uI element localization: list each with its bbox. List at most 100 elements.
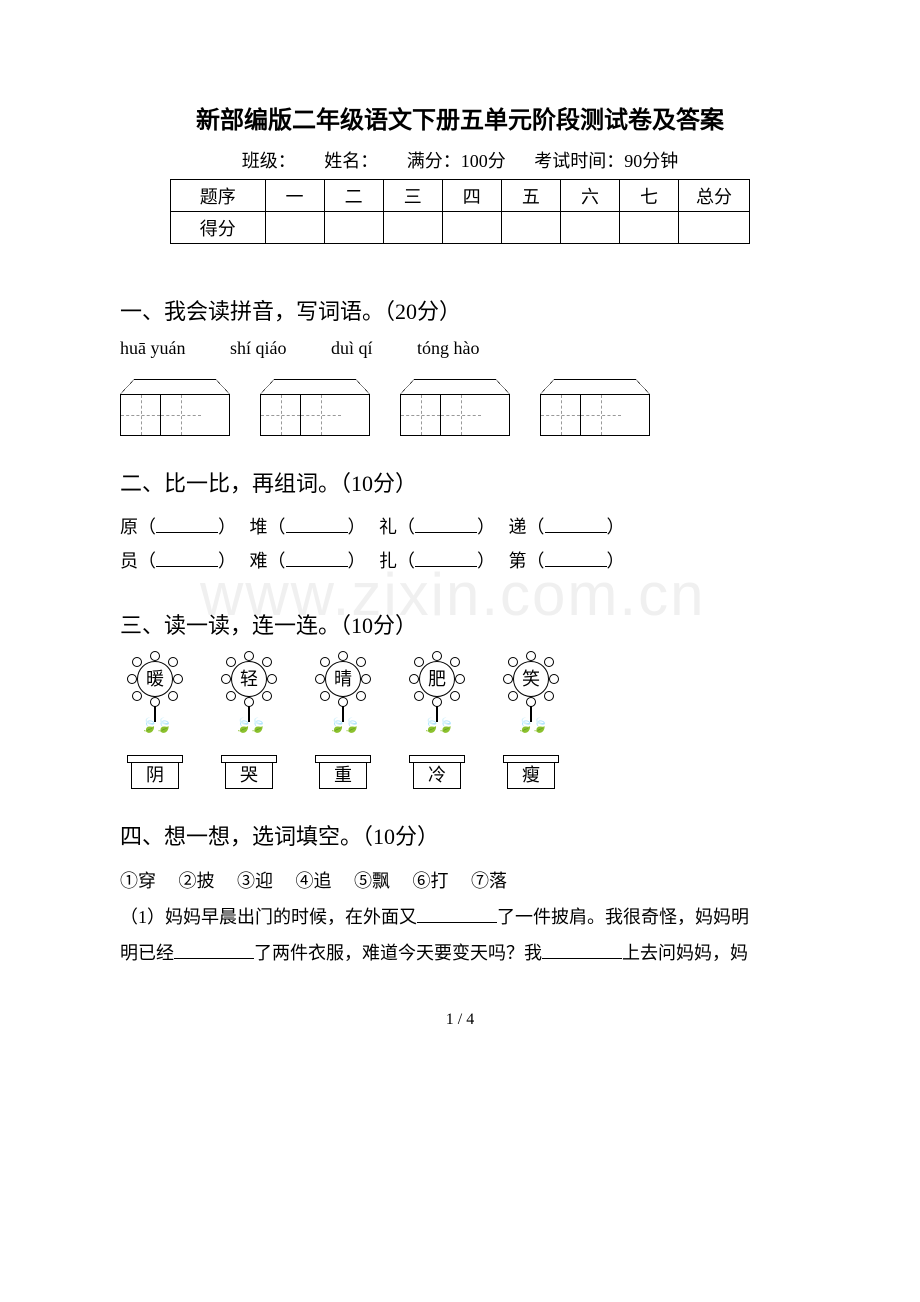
score-cell[interactable]: [560, 212, 619, 244]
q4-sentence: （1）妈妈早晨出门的时候，在外面又了一件披肩。我很奇怪，妈妈明: [120, 899, 800, 935]
col-header: 三: [383, 180, 442, 212]
col-header: 总分: [679, 180, 750, 212]
pinyin-item: tóng hào: [417, 338, 480, 359]
row-label: 得分: [171, 212, 266, 244]
fill-blank[interactable]: [415, 566, 477, 567]
flower-char: 暖: [137, 661, 173, 697]
flower-item[interactable]: 轻 🍃🍃: [214, 654, 284, 735]
col-header: 二: [324, 180, 383, 212]
score-cell[interactable]: [442, 212, 501, 244]
pot-char: 瘦: [507, 763, 555, 789]
fill-blank[interactable]: [415, 532, 477, 533]
fill-blank[interactable]: [174, 958, 254, 959]
pot-item[interactable]: 哭: [214, 755, 284, 789]
col-header: 四: [442, 180, 501, 212]
pot-item[interactable]: 瘦: [496, 755, 566, 789]
leaf-icon: 🍃🍃: [308, 718, 378, 735]
q1-heading: 一、我会读拼音，写词语。（20分）: [120, 294, 800, 326]
writing-box[interactable]: [400, 379, 510, 436]
flower-row: 暖 🍃🍃 轻 🍃🍃 晴 🍃: [120, 654, 800, 735]
flower-char: 肥: [419, 661, 455, 697]
pinyin-item: duì qí: [331, 338, 373, 359]
q2-line: 原（） 堆（） 礼（） 递（）: [120, 510, 800, 544]
q2-heading: 二、比一比，再组词。（10分）: [120, 466, 800, 498]
pinyin-row: huā yuán shí qiáo duì qí tóng hào: [120, 338, 800, 359]
col-header: 一: [265, 180, 324, 212]
q4-options: ①穿 ②披 ③迎 ④追 ⑤飘 ⑥打 ⑦落: [120, 863, 800, 899]
writing-box[interactable]: [120, 379, 230, 436]
char: 第: [509, 551, 527, 571]
option: ⑤飘: [354, 871, 390, 891]
roof-icon: [260, 379, 370, 395]
char: 原: [120, 517, 138, 537]
class-label: 班级：: [242, 151, 296, 171]
roof-icon: [120, 379, 230, 395]
exam-time: 考试时间：90分钟: [534, 151, 678, 171]
pinyin-item: shí qiáo: [230, 338, 287, 359]
pot-item[interactable]: 重: [308, 755, 378, 789]
score-cell[interactable]: [324, 212, 383, 244]
flower-char: 轻: [231, 661, 267, 697]
option: ②披: [179, 871, 215, 891]
pot-rim-icon: [503, 755, 559, 763]
option: ③迎: [237, 871, 273, 891]
fill-blank[interactable]: [417, 922, 497, 923]
flower-item[interactable]: 暖 🍃🍃: [120, 654, 190, 735]
roof-icon: [540, 379, 650, 395]
fill-blank[interactable]: [156, 532, 218, 533]
q4-sentence: 明已经了两件衣服，难道今天要变天吗？我上去问妈妈，妈: [120, 935, 800, 971]
option: ①穿: [120, 871, 156, 891]
flower-item[interactable]: 晴 🍃🍃: [308, 654, 378, 735]
score-cell[interactable]: [265, 212, 324, 244]
char: 递: [509, 517, 527, 537]
col-header: 六: [560, 180, 619, 212]
option: ⑦落: [471, 871, 507, 891]
writing-box[interactable]: [260, 379, 370, 436]
doc-title: 新部编版二年级语文下册五单元阶段测试卷及答案: [120, 100, 800, 135]
fill-blank[interactable]: [542, 958, 622, 959]
pot-item[interactable]: 冷: [402, 755, 472, 789]
fill-blank[interactable]: [545, 532, 607, 533]
q2-line: 员（） 难（） 扎（） 第（）: [120, 544, 800, 578]
leaf-icon: 🍃🍃: [496, 718, 566, 735]
fill-blank[interactable]: [156, 566, 218, 567]
flower-char: 笑: [513, 661, 549, 697]
text: 明已经: [120, 943, 174, 963]
option: ⑥打: [413, 871, 449, 891]
text: （1）妈妈早晨出门的时候，在外面又: [120, 907, 417, 927]
char: 礼: [379, 517, 397, 537]
char: 堆: [250, 517, 268, 537]
score-cell[interactable]: [619, 212, 678, 244]
char: 员: [120, 551, 138, 571]
flower-item[interactable]: 笑 🍃🍃: [496, 654, 566, 735]
pot-char: 冷: [413, 763, 461, 789]
q4-body: ①穿 ②披 ③迎 ④追 ⑤飘 ⑥打 ⑦落 （1）妈妈早晨出门的时候，在外面又了一…: [120, 863, 800, 971]
flower-char: 晴: [325, 661, 361, 697]
full-score: 满分：100分: [407, 151, 506, 171]
score-cell[interactable]: [383, 212, 442, 244]
score-cell[interactable]: [679, 212, 750, 244]
writing-box[interactable]: [540, 379, 650, 436]
flower-item[interactable]: 肥 🍃🍃: [402, 654, 472, 735]
char: 扎: [379, 551, 397, 571]
fill-blank[interactable]: [545, 566, 607, 567]
pot-item[interactable]: 阴: [120, 755, 190, 789]
fill-blank[interactable]: [286, 566, 348, 567]
fill-blank[interactable]: [286, 532, 348, 533]
roof-icon: [400, 379, 510, 395]
pinyin-item: huā yuán: [120, 338, 185, 359]
score-cell[interactable]: [501, 212, 560, 244]
page-number: 1 / 4: [120, 1011, 800, 1029]
text: 上去问妈妈，妈: [622, 943, 748, 963]
table-row: 得分: [171, 212, 750, 244]
pot-row: 阴 哭 重 冷 瘦: [120, 755, 800, 789]
q2-body: 原（） 堆（） 礼（） 递（） 员（） 难（） 扎（） 第（）: [120, 510, 800, 578]
table-row: 题序 一 二 三 四 五 六 七 总分: [171, 180, 750, 212]
score-table: 题序 一 二 三 四 五 六 七 总分 得分: [170, 179, 750, 244]
page-content: 新部编版二年级语文下册五单元阶段测试卷及答案 班级： 姓名： 满分：100分 考…: [120, 100, 800, 1029]
pot-char: 重: [319, 763, 367, 789]
pot-rim-icon: [221, 755, 277, 763]
pot-char: 哭: [225, 763, 273, 789]
col-header: 七: [619, 180, 678, 212]
col-header: 五: [501, 180, 560, 212]
